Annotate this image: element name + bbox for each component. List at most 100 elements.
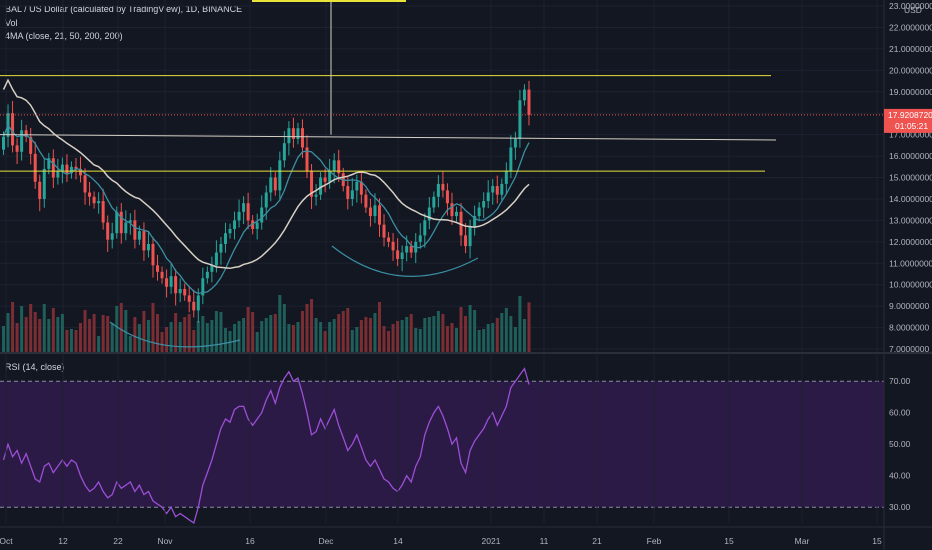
candle	[310, 171, 314, 197]
candle	[219, 243, 223, 253]
time-tick-label: Feb	[647, 536, 662, 546]
candle	[196, 295, 200, 311]
volume-bar	[278, 295, 282, 352]
candle	[305, 147, 309, 172]
candle	[124, 222, 128, 234]
candle	[15, 145, 19, 152]
candles	[2, 80, 531, 323]
price-tick-label: 11.0000000	[889, 258, 932, 268]
candle	[350, 190, 354, 199]
candle	[364, 194, 368, 208]
volume-bar	[83, 310, 87, 352]
candle	[377, 205, 381, 225]
candle	[450, 203, 454, 217]
volume-bar	[500, 313, 504, 352]
candle	[246, 203, 250, 221]
candle	[482, 201, 486, 208]
price-tick-label: 10.0000000	[889, 280, 932, 290]
candle	[169, 276, 173, 287]
candle	[119, 211, 123, 234]
volume-bar	[11, 302, 15, 352]
volume-bar	[396, 321, 400, 352]
volume-bar	[6, 313, 10, 352]
price-tick-label: 22.0000000	[889, 22, 932, 32]
candle	[29, 136, 33, 154]
rsi-tick-label: 50.00	[889, 439, 911, 449]
candle	[504, 171, 508, 184]
volume-bar	[382, 326, 386, 352]
symbol-title: BAL / US Dollar (calculated by TradingVi…	[5, 4, 243, 14]
grid	[0, 0, 884, 523]
candle	[513, 138, 517, 148]
volume-bar	[387, 331, 391, 352]
candle	[436, 183, 440, 197]
volume-bar	[364, 317, 368, 352]
candle	[233, 220, 237, 229]
candle	[391, 241, 395, 251]
volume-bar	[459, 307, 463, 352]
volume-bar	[183, 317, 187, 352]
cup-arc-left	[109, 321, 241, 348]
ma-fast-line	[2, 123, 530, 295]
volume-bar	[88, 319, 92, 352]
candle	[51, 158, 55, 178]
candle	[210, 265, 214, 272]
candle	[296, 128, 300, 139]
candle	[332, 160, 336, 172]
volume-bar	[391, 324, 395, 352]
volume-bar	[513, 327, 517, 352]
rsi-panel	[0, 367, 884, 525]
candle	[382, 224, 386, 238]
candle	[387, 237, 391, 242]
volume-bar	[97, 336, 101, 352]
candle	[47, 158, 51, 169]
volume-bar	[24, 317, 28, 352]
volume-bar	[337, 314, 341, 352]
volume-bar	[214, 311, 218, 352]
moving-average-label: 4MA (close, 21, 50, 200, 200)	[5, 31, 123, 41]
candle	[187, 295, 191, 302]
candle	[201, 278, 205, 296]
candle	[151, 243, 155, 266]
volume-bar	[92, 314, 96, 352]
rsi-label: RSI (14, close)	[5, 362, 65, 372]
candle	[2, 136, 5, 150]
volume-bar	[56, 317, 60, 352]
candle	[495, 186, 499, 195]
ma-slow-line	[2, 78, 530, 270]
candle	[445, 190, 449, 204]
price-tick-label: 21.0000000	[889, 44, 932, 54]
candle	[97, 201, 101, 204]
volume-bars	[2, 295, 531, 352]
price-tick-label: 8.0000000	[889, 323, 929, 333]
candle	[237, 211, 241, 221]
volume-bar	[133, 317, 137, 352]
candle	[165, 278, 169, 287]
volume-bar	[201, 316, 205, 352]
volume-bar	[368, 318, 372, 352]
volume-bar	[423, 318, 427, 352]
volume-bar	[42, 304, 46, 352]
volume-bar	[341, 311, 345, 352]
volume-bar	[377, 302, 381, 352]
candle	[269, 177, 273, 193]
candle	[133, 220, 137, 240]
candle	[192, 301, 196, 311]
time-tick-label: Oct	[0, 536, 13, 546]
candle	[228, 228, 232, 234]
volume-bar	[38, 319, 42, 352]
volume-bar	[314, 318, 318, 352]
candle	[455, 211, 458, 217]
candle	[92, 196, 96, 204]
time-tick-label: 21	[592, 536, 602, 546]
volume-bar	[450, 323, 454, 352]
candle	[178, 288, 182, 294]
volume-bar	[522, 319, 526, 352]
rsi-band	[0, 381, 884, 508]
volume-bar	[291, 325, 295, 352]
price-tag-value: 17.9208720	[888, 110, 932, 120]
rsi-tick-label: 30.00	[889, 502, 911, 512]
volume-bar	[110, 323, 114, 352]
